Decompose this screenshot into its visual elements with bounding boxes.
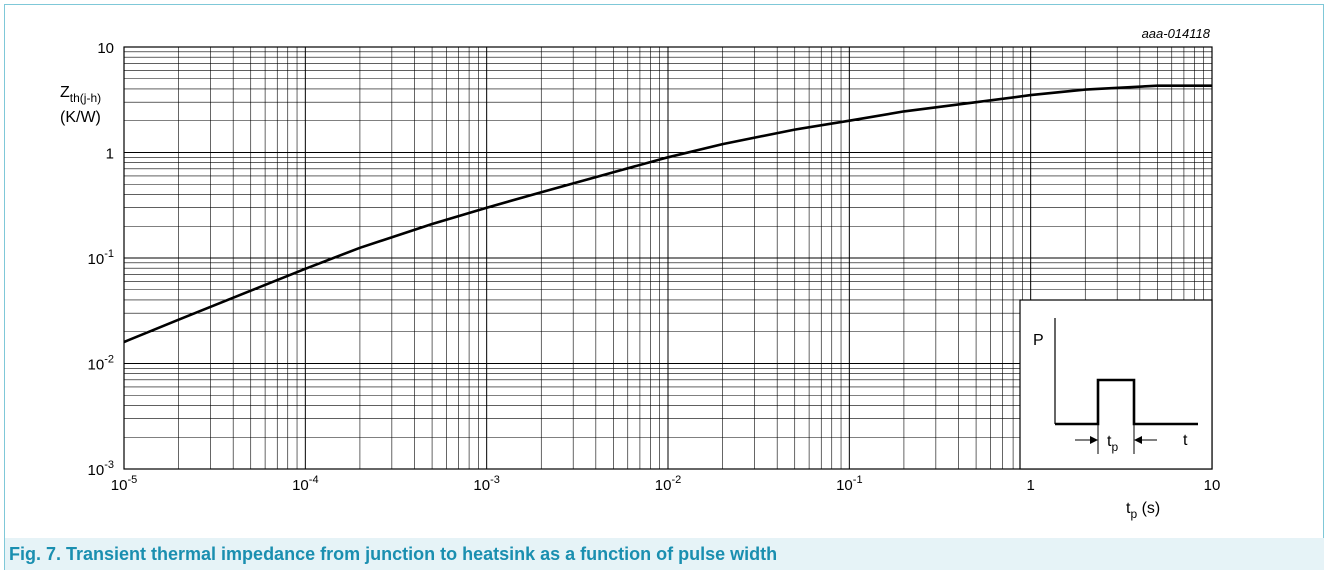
inset-box [1019, 299, 1213, 470]
y-tick-label: 10-1 [88, 248, 114, 268]
caption-bar: Fig. 7. Transient thermal impedance from… [5, 538, 1324, 570]
plot-border [123, 46, 1213, 470]
y-tick-label: 1 [106, 146, 114, 163]
inset-pulse [1055, 378, 1198, 426]
y-axis-label: Zth(j-h) [60, 84, 101, 105]
x-tick-labels: 10-5 10-4 10-3 10-2 10-1 1 10 [111, 474, 1221, 494]
figure-caption: Fig. 7. Transient thermal impedance from… [9, 543, 778, 564]
figure-frame [4, 4, 1324, 570]
x-tick-label: 10-5 [111, 474, 137, 494]
x-tick-label: 1 [1026, 477, 1034, 494]
pulse-inset: P t tp [1019, 299, 1213, 470]
x-tick-label: 10-1 [836, 474, 862, 494]
figure-id-label: aaa-014118 [1142, 26, 1211, 41]
inset-arrowhead-left [1090, 436, 1098, 444]
x-tick-label: 10-3 [473, 474, 499, 494]
x-tick-label: 10 [1204, 477, 1221, 494]
inset-tp-label: tp [1107, 433, 1118, 454]
inset-t-label: t [1183, 432, 1188, 449]
x-axis-label: tp (s) [1126, 500, 1160, 521]
series-line [123, 84, 1212, 344]
x-tick-label: 10-2 [655, 474, 681, 494]
y-tick-label: 10-2 [88, 354, 114, 374]
x-tick-label: 10-4 [292, 474, 318, 494]
y-tick-labels: 10-3 10-2 10-1 1 10 [88, 40, 114, 479]
inset-arrowhead-right [1134, 436, 1142, 444]
y-axis-unit: (K/W) [60, 109, 101, 126]
y-tick-label: 10-3 [88, 459, 114, 479]
inset-p-label: P [1033, 332, 1044, 349]
y-tick-label: 10 [97, 40, 114, 57]
